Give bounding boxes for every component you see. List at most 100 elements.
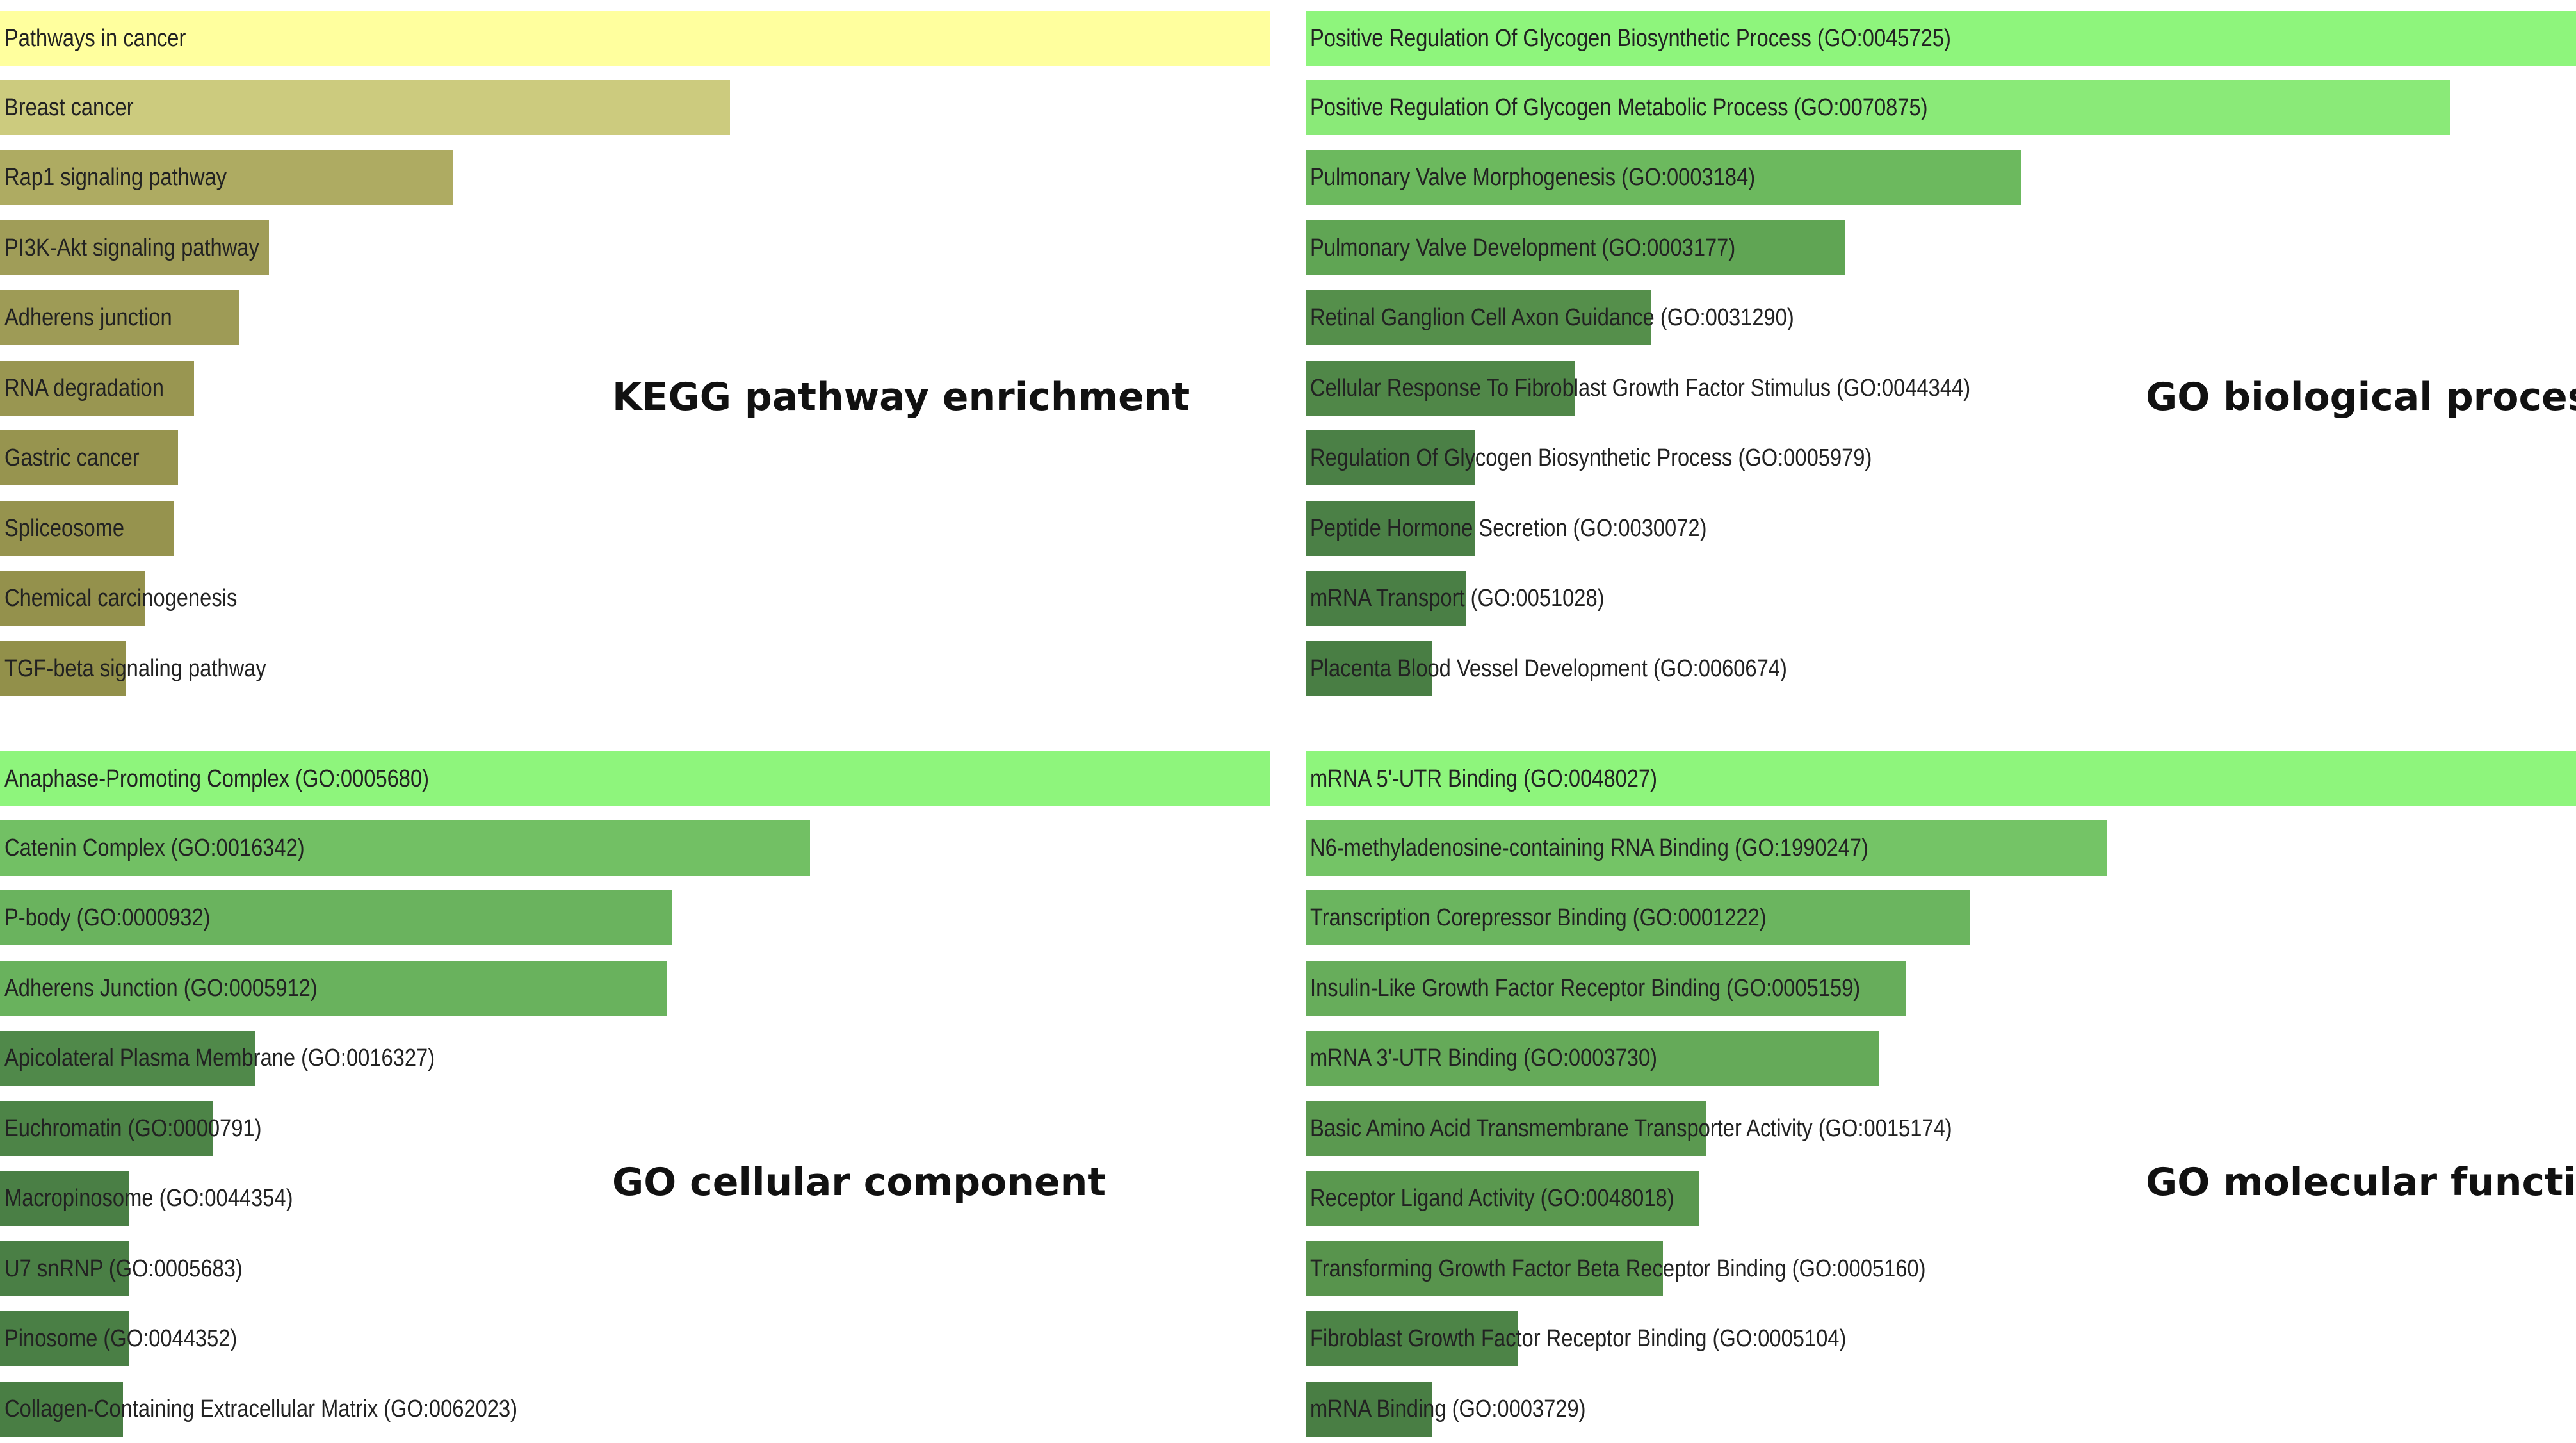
bar-label: Fibroblast Growth Factor Receptor Bindin… [1310,1325,1847,1352]
panel-title: GO cellular component [612,1160,1106,1205]
bar [1306,571,1466,626]
bar-row: Pulmonary Valve Development (GO:0003177) [1306,220,2576,275]
bar-label: Transforming Growth Factor Beta Receptor… [1310,1255,1926,1282]
bar [0,820,810,876]
bar [1306,961,1906,1016]
bar-label: Pulmonary Valve Development (GO:0003177) [1310,234,1736,261]
bar-label: mRNA Transport (GO:0051028) [1310,585,1605,612]
bar-label: PI3K-Akt signaling pathway [4,234,259,261]
bar [0,361,194,416]
bar-row: mRNA 3'-UTR Binding (GO:0003730) [1306,1031,2576,1086]
go-molecular-function-panel: GO molecular function mRNA 5'-UTR Bindin… [1306,740,2576,1443]
bar-row: Positive Regulation Of Glycogen Biosynth… [1306,11,2576,66]
bar-row: mRNA Transport (GO:0051028) [1306,571,2576,626]
panel-title: GO biological process [2146,375,2576,420]
bar-label: U7 snRNP (GO:0005683) [4,1255,243,1282]
bar-label: Adherens Junction (GO:0005912) [4,975,318,1002]
bar [0,80,730,135]
bar [1306,150,2021,205]
bar-row: Chemical carcinogenesis [0,571,1270,626]
bar [0,220,269,275]
bar [0,641,126,696]
bar-label: Gastric cancer [4,444,140,471]
bar-label: Placenta Blood Vessel Development (GO:00… [1310,655,1787,682]
go-cellular-component-panel: GO cellular component Anaphase-Promoting… [0,740,1270,1443]
bar [1306,80,2450,135]
bar [1306,1382,1432,1437]
bar [0,1031,255,1086]
bar-row: Regulation Of Glycogen Biosynthetic Proc… [1306,430,2576,485]
bar-label: Transcription Corepressor Binding (GO:00… [1310,904,1767,931]
bar-label: Regulation Of Glycogen Biosynthetic Proc… [1310,444,1872,471]
bar-label: N6-methyladenosine-containing RNA Bindin… [1310,835,1868,861]
bar-row: Adherens Junction (GO:0005912) [0,961,1270,1016]
bar-row: Macropinosome (GO:0044354) [0,1171,1270,1226]
bar-label: TGF-beta signaling pathway [4,655,266,682]
bar-row: Basic Amino Acid Transmembrane Transport… [1306,1101,2576,1156]
bar-row: Pulmonary Valve Morphogenesis (GO:000318… [1306,150,2576,205]
bar [0,1382,123,1437]
bar [0,150,453,205]
bar-row: Retinal Ganglion Cell Axon Guidance (GO:… [1306,290,2576,345]
bar-row: Receptor Ligand Activity (GO:0048018) [1306,1171,2576,1226]
bar-label: Positive Regulation Of Glycogen Biosynth… [1310,25,1951,52]
bar-label: Breast cancer [4,94,134,121]
bar-label: Rap1 signaling pathway [4,164,227,191]
bar [0,1241,129,1296]
bar-row: Euchromatin (GO:0000791) [0,1101,1270,1156]
bar-label: P-body (GO:0000932) [4,904,211,931]
bar-row: mRNA 5'-UTR Binding (GO:0048027) [1306,751,2576,806]
bar-row: Pathways in cancer [0,11,1270,66]
bar [1306,1311,1518,1366]
bar-row: Fibroblast Growth Factor Receptor Bindin… [1306,1311,2576,1366]
bar-row: Cellular Response To Fibroblast Growth F… [1306,361,2576,416]
bar [0,890,672,945]
bar-label: Receptor Ligand Activity (GO:0048018) [1310,1185,1674,1212]
bar-label: Positive Regulation Of Glycogen Metaboli… [1310,94,1928,121]
kegg-pathway-panel: KEGG pathway enrichment Pathways in canc… [0,0,1270,705]
bar-label: Pathways in cancer [4,25,186,52]
bar-row: Placenta Blood Vessel Development (GO:00… [1306,641,2576,696]
bar-row: Breast cancer [0,80,1270,135]
bar-label: Pulmonary Valve Morphogenesis (GO:000318… [1310,164,1756,191]
bar [0,1311,129,1366]
bar [1306,11,2576,66]
bar-row: Apicolateral Plasma Membrane (GO:0016327… [0,1031,1270,1086]
bar-row: PI3K-Akt signaling pathway [0,220,1270,275]
bar-label: Adherens junction [4,304,172,331]
bar [0,961,667,1016]
bar-row: P-body (GO:0000932) [0,890,1270,945]
bar [0,571,145,626]
bar-row: Collagen-Containing Extracellular Matrix… [0,1382,1270,1437]
bar-label: Macropinosome (GO:0044354) [4,1185,293,1212]
bar-row: TGF-beta signaling pathway [0,641,1270,696]
bar-row: mRNA Binding (GO:0003729) [1306,1382,2576,1437]
go-biological-process-panel: GO biological process Positive Regulatio… [1306,0,2576,705]
bar-label: Peptide Hormone Secretion (GO:0030072) [1310,515,1707,542]
bar [0,751,1270,806]
bar [1306,751,2576,806]
bar [1306,641,1432,696]
bar-row: Transforming Growth Factor Beta Receptor… [1306,1241,2576,1296]
bar-label: RNA degradation [4,375,164,402]
bar-label: Basic Amino Acid Transmembrane Transport… [1310,1115,1952,1142]
bar-row: Pinosome (GO:0044352) [0,1311,1270,1366]
panel-title: GO molecular function [2146,1160,2576,1205]
bar-row: Transcription Corepressor Binding (GO:00… [1306,890,2576,945]
bar-label: Spliceosome [4,515,125,542]
bar-row: Positive Regulation Of Glycogen Metaboli… [1306,80,2576,135]
bar-row: Anaphase-Promoting Complex (GO:0005680) [0,751,1270,806]
bar-label: Pinosome (GO:0044352) [4,1325,238,1352]
panel-title: KEGG pathway enrichment [612,375,1190,420]
bar-label: Apicolateral Plasma Membrane (GO:0016327… [4,1045,435,1072]
bar-row: Insulin-Like Growth Factor Receptor Bind… [1306,961,2576,1016]
bar [0,430,178,485]
bar [1306,1101,1706,1156]
bar-label: Cellular Response To Fibroblast Growth F… [1310,375,1971,402]
bar [0,1171,129,1226]
bar-label: Chemical carcinogenesis [4,585,238,612]
bar [1306,890,1970,945]
bar-row: Rap1 signaling pathway [0,150,1270,205]
bar-label: Euchromatin (GO:0000791) [4,1115,262,1142]
bar [0,290,239,345]
